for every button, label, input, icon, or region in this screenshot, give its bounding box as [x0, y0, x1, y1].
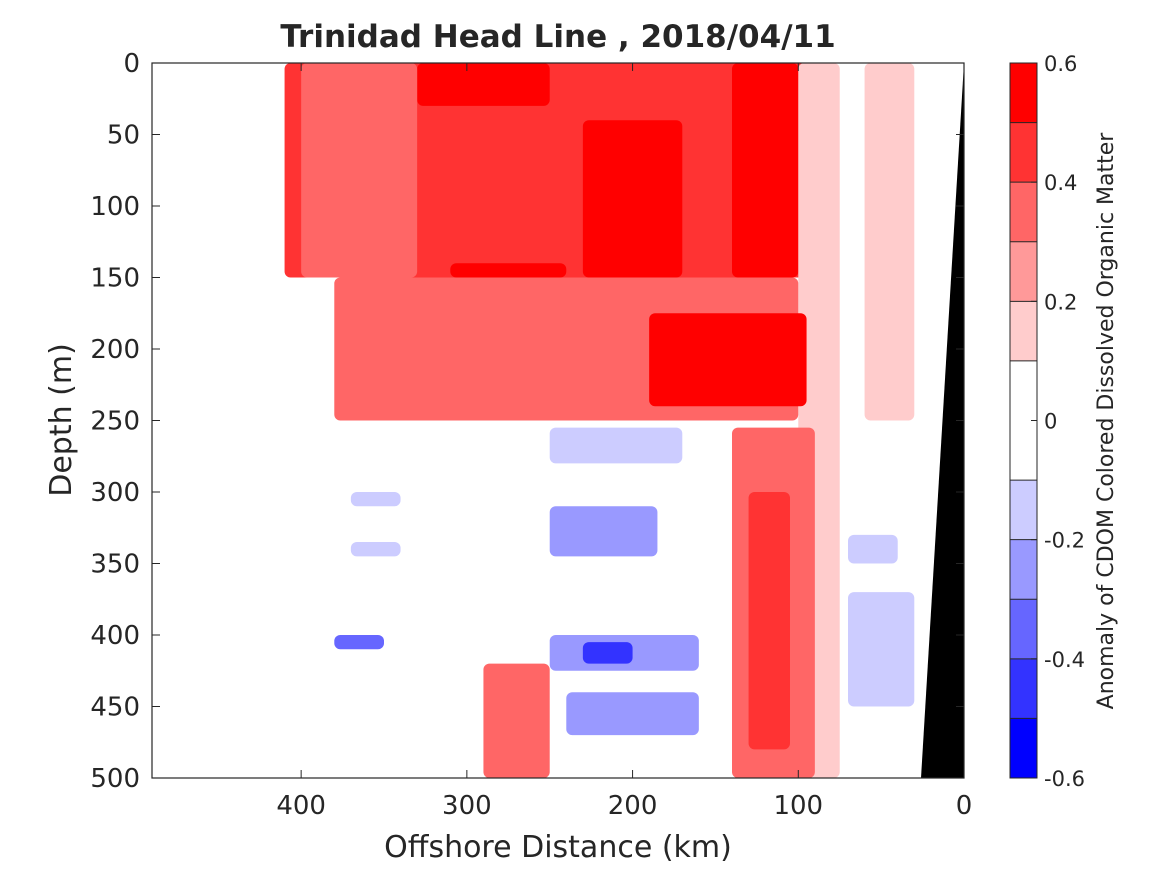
y-tick-label: 300 [90, 478, 140, 508]
colorbar-swatch [1010, 539, 1037, 600]
contour-fill-layer [284, 63, 915, 778]
x-tick-label: 300 [442, 791, 492, 821]
y-tick-label: 250 [90, 407, 140, 437]
colorbar-tick-label: 0.6 [1044, 52, 1077, 76]
y-tick-label: 400 [90, 621, 140, 651]
y-tick-label: 200 [90, 335, 140, 365]
chart-title: Trinidad Head Line , 2018/04/11 [280, 19, 835, 55]
contour-region-2 [582, 120, 683, 278]
contour-region-4 [450, 263, 567, 278]
colorbar-swatch [1010, 658, 1037, 719]
y-tick-label: 500 [90, 764, 140, 794]
colorbar-swatch [1010, 241, 1037, 302]
contour-region-16 [582, 642, 633, 664]
x-axis: 400 300 200 100 0 [276, 63, 972, 821]
contour-region-13 [549, 427, 683, 464]
contour-region-14 [549, 506, 658, 557]
y-tick-label: 150 [90, 264, 140, 294]
colorbar-swatch [1010, 301, 1037, 361]
x-axis-label: Offshore Distance (km) [384, 830, 732, 865]
colorbar-tick-label: 0 [1044, 410, 1057, 434]
contour-region-3 [732, 63, 799, 278]
contour-region-22 [848, 534, 898, 564]
contour-region-18 [350, 492, 401, 507]
contour-region-12 [483, 663, 550, 778]
colorbar-swatch [1010, 599, 1037, 659]
contour-region-0 [284, 63, 815, 278]
colorbar-swatch [1010, 63, 1037, 123]
y-tick-label: 0 [123, 49, 140, 79]
seafloor-bathymetry [921, 63, 964, 778]
contour-region-1 [417, 63, 550, 106]
contour-region-20 [334, 635, 384, 650]
y-tick-label: 350 [90, 550, 140, 580]
colorbar-tick-label: -0.2 [1044, 529, 1085, 553]
colorbar-tick-label: 0.4 [1044, 171, 1077, 195]
x-tick-label: 200 [608, 791, 658, 821]
x-tick-label: 0 [956, 791, 973, 821]
y-axis-label: Depth (m) [44, 343, 79, 497]
colorbar: 0.6 0.4 0.2 0 -0.2 -0.4 -0.6 [1009, 52, 1085, 791]
contour-region-17 [566, 692, 699, 736]
contour-region-5 [301, 63, 418, 278]
contour-region-19 [350, 542, 401, 557]
colorbar-tick-label: -0.6 [1044, 767, 1085, 791]
colorbar-swatch [1010, 480, 1037, 540]
y-tick-label: 100 [90, 192, 140, 222]
x-tick-label: 400 [276, 791, 326, 821]
y-tick-label: 450 [90, 693, 140, 723]
colorbar-swatch [1010, 122, 1037, 183]
contour-region-11 [748, 492, 790, 750]
colorbar-tick-label: 0.2 [1044, 290, 1077, 314]
y-axis: 0 50 100 150 200 250 300 350 400 450 500 [90, 49, 964, 794]
contour-region-9 [649, 313, 807, 407]
contour-region-21 [848, 592, 915, 707]
y-tick-label: 50 [107, 121, 140, 151]
colorbar-swatch [1010, 182, 1037, 242]
colorbar-tick-label: -0.4 [1044, 648, 1085, 672]
colorbar-label: Anomaly of CDOM Colored Dissolved Organi… [1094, 132, 1119, 710]
colorbar-swatch [1010, 718, 1037, 778]
contour-region-7 [864, 63, 915, 421]
x-tick-label: 100 [773, 791, 823, 821]
